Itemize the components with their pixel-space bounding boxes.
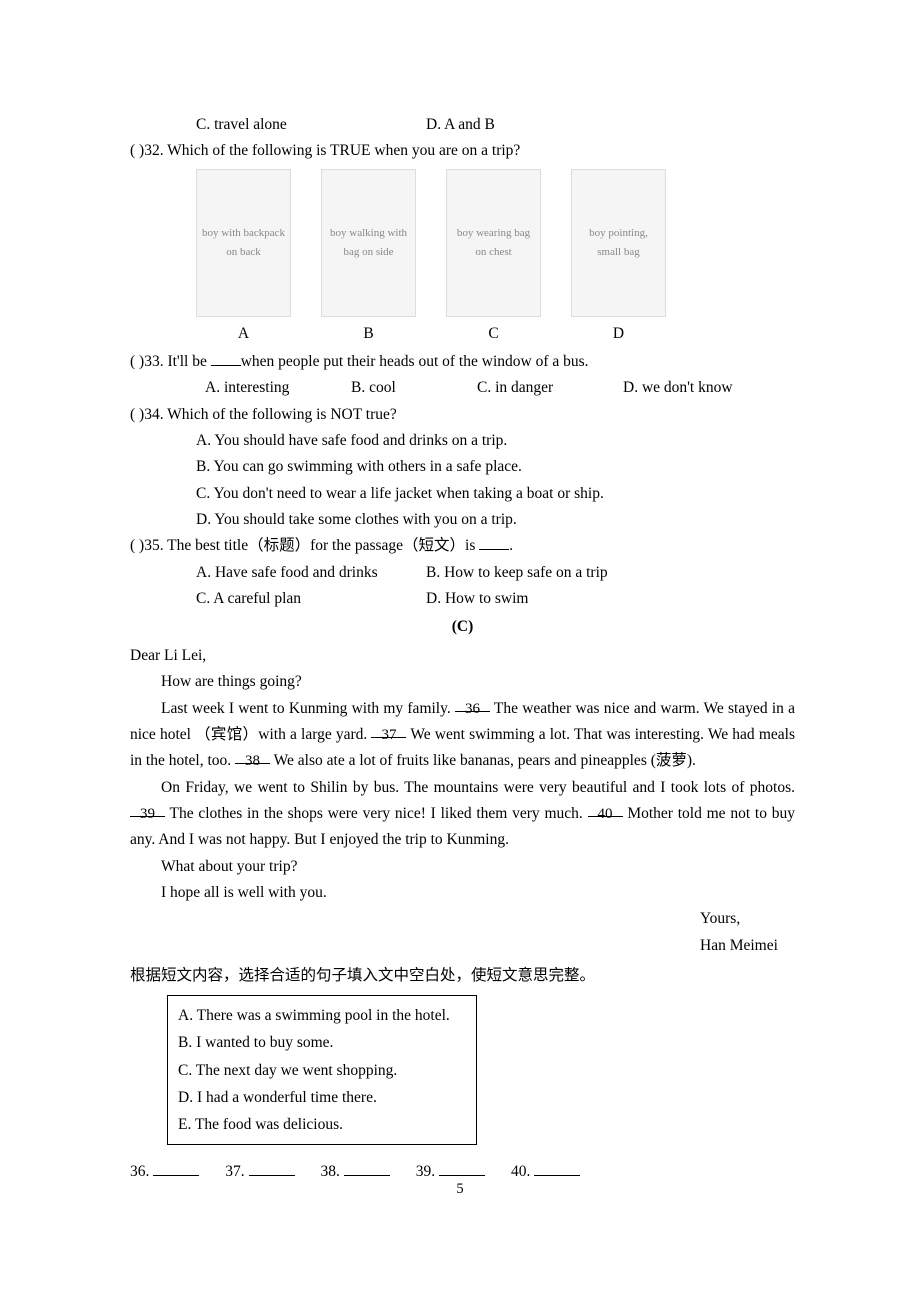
- blank-37-line: [249, 1160, 295, 1176]
- q33-stem: ( )33. It'll be when people put their he…: [130, 349, 795, 375]
- letter-p2d: We also ate a lot of fruits like bananas…: [270, 752, 696, 769]
- q33-options-row: A. interesting B. cool C. in danger D. w…: [130, 375, 795, 401]
- q35-options-row2: C. A careful plan D. How to swim: [130, 586, 795, 612]
- q32-image-b-label: B: [363, 321, 373, 347]
- boy-chestbag-icon: boy wearing bag on chest: [446, 169, 541, 317]
- box-option-d: D. I had a wonderful time there.: [178, 1084, 466, 1111]
- blank-37-inline: 37: [371, 723, 406, 738]
- section-c-label: (C): [130, 614, 795, 640]
- q34-option-a: A. You should have safe food and drinks …: [130, 428, 795, 454]
- q35-option-d: D. How to swim: [426, 586, 528, 612]
- blank-40-line: [534, 1160, 580, 1176]
- box-option-c: C. The next day we went shopping.: [178, 1057, 466, 1084]
- box-option-e: E. The food was delicious.: [178, 1111, 466, 1138]
- q33-stem-a: ( )33. It'll be: [130, 353, 211, 370]
- options-box: A. There was a swimming pool in the hote…: [167, 995, 477, 1145]
- boy-sidebag-icon: boy walking with bag on side: [321, 169, 416, 317]
- page-number: 5: [0, 1177, 920, 1202]
- q33-option-a: A. interesting: [205, 375, 351, 401]
- q32-image-c-label: C: [488, 321, 498, 347]
- q33-option-b: B. cool: [351, 375, 477, 401]
- letter-p4: What about your trip?: [130, 854, 795, 880]
- blank-40-inline: 40: [588, 802, 623, 817]
- q33-option-d: D. we don't know: [623, 375, 733, 401]
- box-option-b: B. I wanted to buy some.: [178, 1029, 466, 1056]
- letter-p3: On Friday, we went to Shilin by bus. The…: [130, 775, 795, 854]
- letter-p3a: On Friday, we went to Shilin by bus. The…: [161, 779, 795, 796]
- q34-option-b: B. You can go swimming with others in a …: [130, 454, 795, 480]
- q32-stem: ( )32. Which of the following is TRUE wh…: [130, 138, 795, 164]
- blank-36-line: [153, 1160, 199, 1176]
- q35-stem: ( )35. The best title（标题）for the passage…: [130, 533, 795, 559]
- q35-option-c: C. A careful plan: [196, 586, 426, 612]
- q31-option-d: D. A and B: [426, 112, 495, 138]
- q32-image-d-label: D: [613, 321, 624, 347]
- boy-pointing-icon: boy pointing, small bag: [571, 169, 666, 317]
- q35-option-b: B. How to keep safe on a trip: [426, 560, 608, 586]
- blank-38-inline: 38: [235, 749, 270, 764]
- q32-image-b: boy walking with bag on side B: [321, 169, 416, 347]
- q35-stem-a: ( )35. The best title（标题）for the passage…: [130, 537, 479, 554]
- q32-images-row: boy with backpack on back A boy walking …: [130, 169, 795, 347]
- q34-option-d: D. You should take some clothes with you…: [130, 507, 795, 533]
- q31-options-row: C. travel alone D. A and B: [130, 112, 795, 138]
- q32-image-a: boy with backpack on back A: [196, 169, 291, 347]
- q35-blank: [479, 535, 509, 551]
- q32-image-d: boy pointing, small bag D: [571, 169, 666, 347]
- q34-option-c: C. You don't need to wear a life jacket …: [130, 481, 795, 507]
- q31-option-c: C. travel alone: [196, 112, 426, 138]
- letter-signature: Han Meimei: [130, 933, 795, 959]
- letter-p2: Last week I went to Kunming with my fami…: [130, 696, 795, 775]
- letter-closing: Yours,: [130, 906, 795, 932]
- blank-39-line: [439, 1160, 485, 1176]
- instruction-text: 根据短文内容，选择合适的句子填入文中空白处，使短文意思完整。: [130, 963, 795, 989]
- box-option-a: A. There was a swimming pool in the hote…: [178, 1002, 466, 1029]
- q35-stem-b: .: [509, 537, 513, 554]
- q34-stem: ( )34. Which of the following is NOT tru…: [130, 402, 795, 428]
- letter-p2a: Last week I went to Kunming with my fami…: [161, 700, 455, 717]
- blank-39-inline: 39: [130, 802, 165, 817]
- blank-38-line: [344, 1160, 390, 1176]
- letter-p3b: The clothes in the shops were very nice!…: [165, 805, 588, 822]
- letter-salutation: Dear Li Lei,: [130, 643, 795, 669]
- q35-option-a: A. Have safe food and drinks: [196, 560, 426, 586]
- q35-options-row1: A. Have safe food and drinks B. How to k…: [130, 560, 795, 586]
- q32-image-c: boy wearing bag on chest C: [446, 169, 541, 347]
- q33-option-c: C. in danger: [477, 375, 623, 401]
- boy-backpack-icon: boy with backpack on back: [196, 169, 291, 317]
- q33-blank: [211, 351, 241, 367]
- blank-36-inline: 36: [455, 697, 490, 712]
- q32-image-a-label: A: [238, 321, 249, 347]
- letter-p1: How are things going?: [130, 669, 795, 695]
- q33-stem-b: when people put their heads out of the w…: [241, 353, 589, 370]
- letter-p5: I hope all is well with you.: [130, 880, 795, 906]
